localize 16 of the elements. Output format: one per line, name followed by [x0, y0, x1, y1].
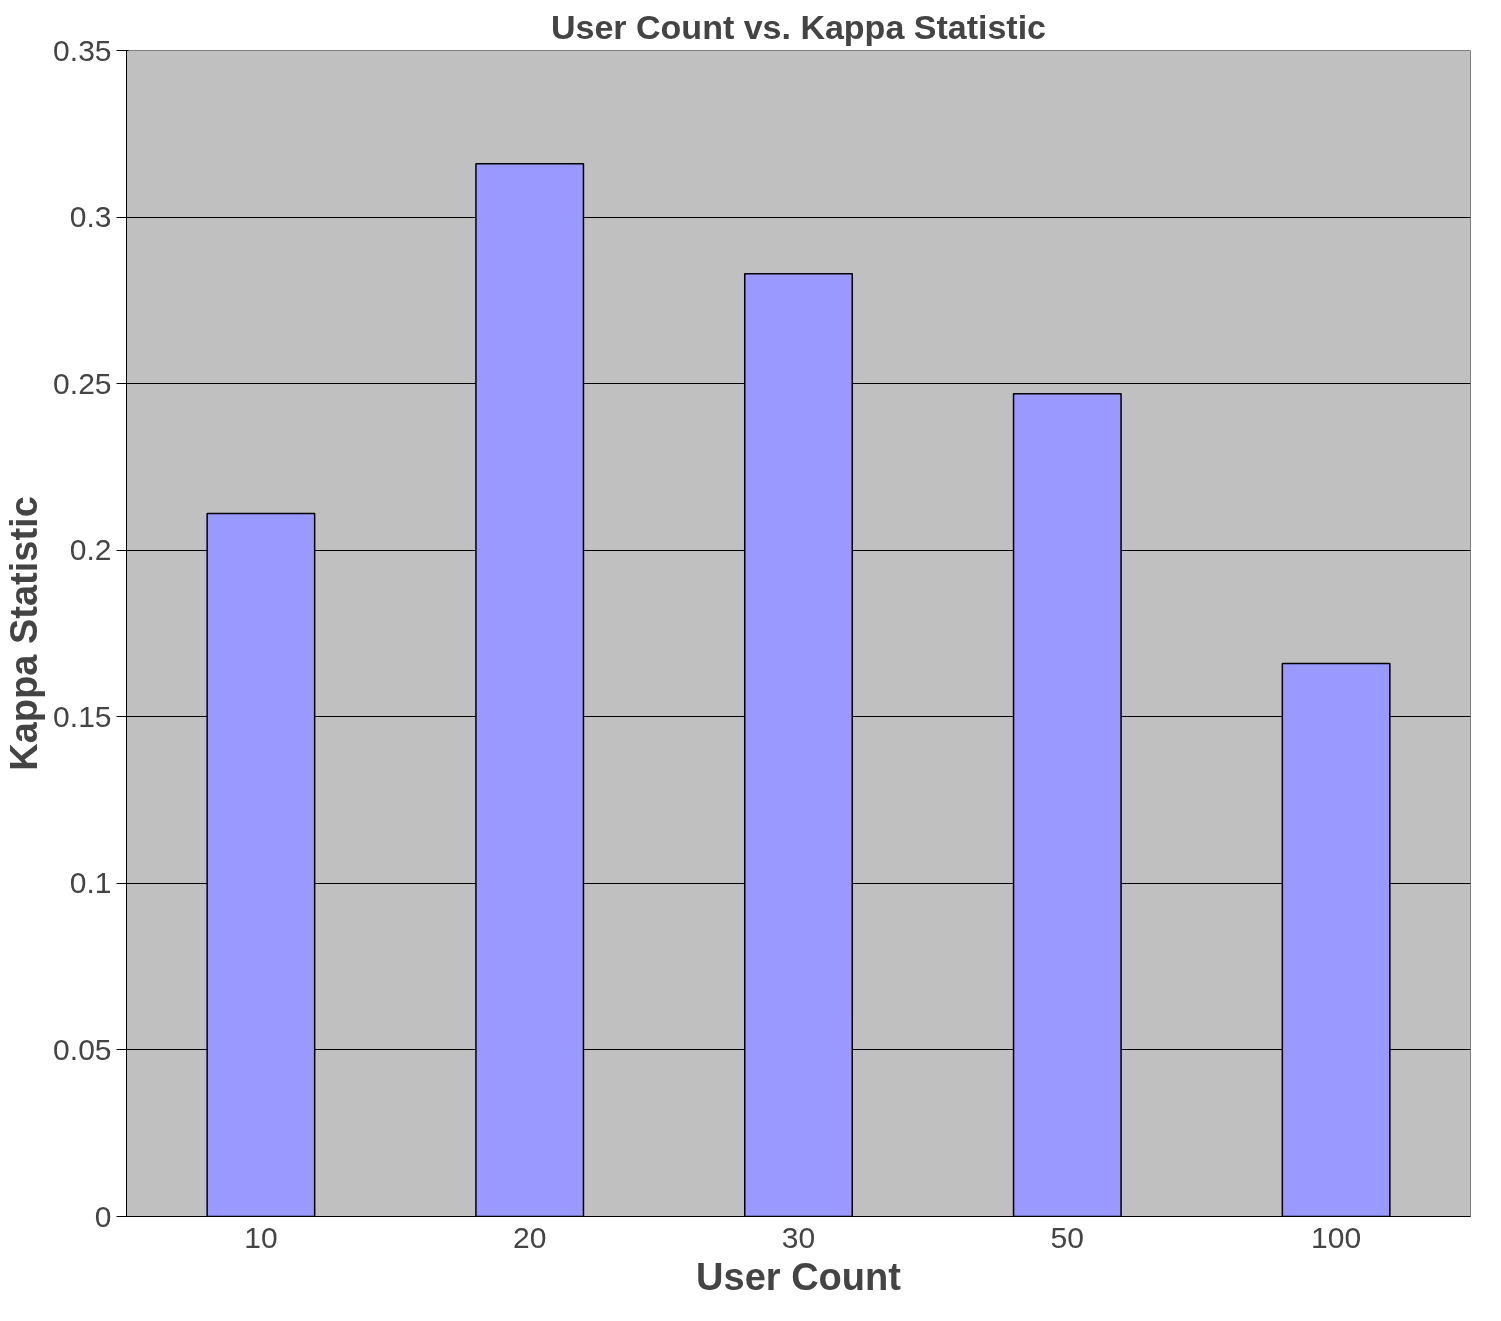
x-tick-label: 100	[1311, 1220, 1362, 1254]
y-tick-label: 0.15	[53, 699, 112, 733]
y-tick-label: 0.1	[69, 866, 112, 900]
y-tick-label: 0	[94, 1199, 112, 1233]
y-tick-label: 0.3	[69, 200, 112, 234]
y-tick-label: 0.25	[53, 366, 112, 400]
y-tick-label: 0.2	[69, 533, 112, 567]
chart-title: User Count vs. Kappa Statistic	[551, 7, 1047, 46]
x-axis-title: User Count	[696, 1255, 902, 1298]
x-tick-label: 30	[781, 1220, 816, 1254]
x-tick-label: 10	[244, 1220, 278, 1254]
x-tick-label: 20	[513, 1220, 547, 1254]
y-tick-label: 0.05	[53, 1032, 112, 1066]
x-tick-label: 50	[1050, 1220, 1084, 1254]
y-tick-label: 0.35	[53, 33, 112, 67]
y-axis-title: Kappa Statistic	[3, 496, 46, 771]
